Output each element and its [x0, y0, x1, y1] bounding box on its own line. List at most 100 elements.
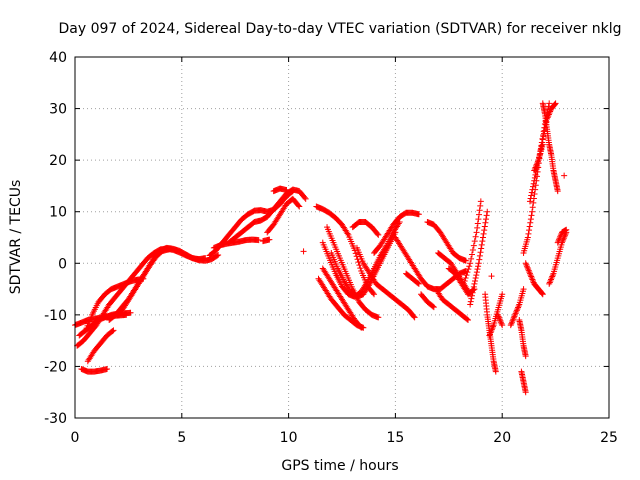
- data-point: [528, 273, 535, 280]
- data-point: [528, 189, 535, 196]
- data-point: [467, 260, 474, 267]
- data-point: [523, 261, 530, 268]
- data-point: [510, 314, 517, 321]
- data-point: [525, 230, 532, 237]
- data-point: [475, 260, 482, 267]
- data-point: [530, 277, 537, 284]
- data-point: [470, 283, 477, 290]
- data-point: [546, 279, 553, 286]
- series-arc-02: [74, 245, 209, 349]
- y-tick-label: 0: [58, 256, 67, 272]
- y-tick-label: -30: [44, 411, 67, 427]
- data-point: [546, 280, 553, 287]
- series-arc-11: [225, 186, 309, 246]
- data-point: [529, 208, 536, 215]
- data-point: [524, 264, 531, 271]
- data-point: [526, 227, 533, 234]
- data-point: [492, 368, 499, 375]
- data-point: [478, 241, 485, 248]
- series-arc-13: [264, 195, 303, 236]
- data-point: [471, 280, 478, 287]
- data-point: [532, 171, 539, 178]
- data-point: [358, 324, 365, 331]
- data-point: [476, 252, 483, 259]
- data-point: [474, 266, 481, 273]
- data-point: [109, 328, 116, 335]
- data-point: [472, 277, 479, 284]
- data-point: [513, 307, 520, 314]
- data-point: [529, 276, 536, 283]
- data-point: [539, 290, 546, 297]
- series-arc-26: [403, 270, 422, 287]
- data-point: [520, 286, 527, 293]
- data-point: [526, 198, 533, 205]
- data-point: [488, 328, 495, 335]
- data-point: [533, 161, 540, 168]
- data-point: [554, 188, 561, 195]
- series-arc-25: [392, 234, 469, 293]
- data-point: [127, 309, 134, 316]
- data-point: [469, 247, 476, 254]
- data-point: [508, 319, 515, 326]
- series-arc-44: [539, 100, 561, 195]
- series-arc-39: [516, 317, 529, 360]
- y-tick-label: 30: [49, 102, 67, 118]
- series-arc-45: [531, 141, 546, 174]
- data-point: [483, 212, 490, 219]
- x-tick-label: 20: [493, 430, 511, 446]
- data-point: [476, 207, 483, 214]
- data-point: [415, 280, 422, 287]
- data-point: [295, 202, 302, 209]
- series-arc-47: [554, 226, 570, 246]
- data-point: [526, 270, 533, 277]
- data-point: [215, 252, 222, 259]
- data-point: [546, 109, 553, 116]
- y-tick-label: -10: [44, 308, 67, 324]
- data-point: [525, 266, 532, 273]
- data-point: [530, 183, 537, 190]
- data-point: [411, 314, 418, 321]
- series-arc-14: [270, 185, 290, 195]
- series-arc-08: [114, 246, 172, 318]
- data-point: [522, 260, 529, 267]
- data-point: [499, 291, 506, 298]
- data-point: [515, 304, 522, 311]
- data-point: [476, 256, 483, 263]
- series-arc-37: [488, 273, 495, 280]
- data-point: [475, 216, 482, 223]
- data-point: [486, 332, 493, 339]
- data-point: [481, 227, 488, 234]
- series-arc-05: [84, 327, 117, 365]
- data-point: [470, 242, 477, 249]
- data-point: [514, 305, 521, 312]
- data-point: [464, 269, 471, 276]
- data-point: [546, 100, 553, 107]
- data-point: [460, 280, 467, 287]
- data-points: [72, 100, 570, 396]
- data-point: [548, 276, 555, 283]
- data-point: [557, 232, 564, 239]
- data-point: [509, 317, 516, 324]
- data-point: [255, 237, 262, 244]
- data-point: [477, 198, 484, 205]
- data-point: [375, 314, 382, 321]
- data-point: [497, 319, 504, 326]
- data-point: [477, 202, 484, 209]
- data-point: [475, 263, 482, 270]
- data-point: [489, 325, 496, 332]
- data-point: [468, 251, 475, 258]
- series-arc-48: [561, 172, 568, 179]
- data-point: [470, 286, 477, 293]
- x-tick-label: 5: [177, 430, 186, 446]
- data-point: [547, 277, 554, 284]
- y-tick-label: -20: [44, 359, 67, 375]
- data-point: [549, 272, 556, 279]
- data-point: [266, 236, 273, 243]
- data-point: [469, 289, 476, 296]
- data-point: [556, 235, 563, 242]
- data-point: [465, 317, 472, 324]
- data-point: [547, 108, 554, 115]
- data-point: [533, 163, 540, 170]
- data-point: [488, 273, 495, 280]
- data-point: [468, 292, 475, 299]
